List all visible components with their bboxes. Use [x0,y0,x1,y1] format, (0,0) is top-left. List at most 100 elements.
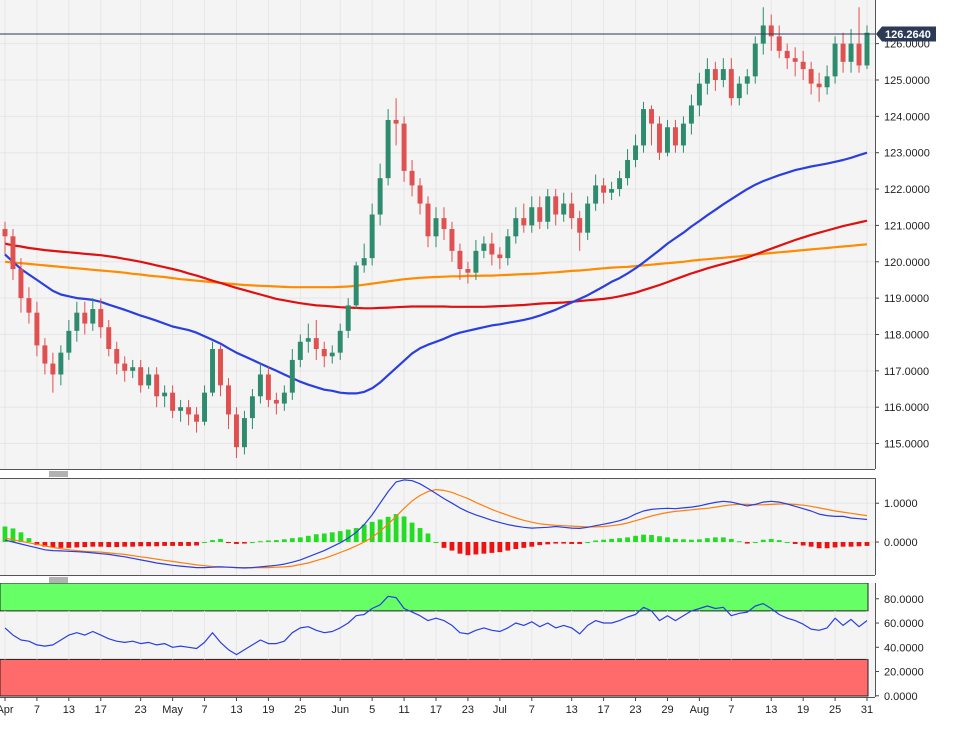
x-tick-label: 13 [230,704,242,716]
price-y-tick-label: 124.0000 [884,111,930,123]
candle-body [593,185,599,204]
candle-body [58,352,64,375]
candle-body [186,407,192,415]
x-tick-label: 17 [95,704,107,716]
rsi-pane: 0.0000 20.0000 40.0000 60.0000 80.0000 Apr 7 13… [0,583,924,716]
macd-histogram-bar [848,542,854,547]
macd-histogram-bar [106,542,112,548]
macd-histogram-bar [728,538,734,543]
pane-separator-handle[interactable] [0,577,953,583]
candle-body [226,385,231,415]
macd-histogram-bar [258,541,263,543]
candle-body [241,418,247,448]
macd-histogram-bar [792,542,798,544]
candle-body [345,305,351,331]
rsi-line [4,595,868,656]
candle-body [657,123,662,153]
macd-histogram-bar [529,542,535,547]
candle-body [2,229,8,237]
price-y-tick-label: 117.0000 [884,366,929,378]
macd-signal-line [4,489,868,569]
candle-body [760,25,766,44]
candle-body [864,32,870,66]
macd-histogram-bar [569,542,575,544]
candle-body [154,374,160,397]
macd-histogram-bar [697,539,702,543]
x-tick-label: Aug [690,704,710,716]
macd-histogram-bar [385,516,391,543]
candle-body [138,367,144,386]
macd-histogram-bar [250,542,255,544]
pane-separator-handle[interactable] [0,470,953,478]
macd-plot-background [0,478,875,575]
macd-histogram-bar [337,531,343,543]
macd-histogram-bar [281,539,287,543]
rsi-y-tick-label: 60.0000 [884,618,924,630]
candle-body [417,185,423,204]
candle-body [26,298,32,313]
macd-histogram-bar [808,542,814,547]
x-tick-label: 11 [398,704,409,716]
macd-histogram-bar [553,542,559,544]
price-y-tick-label: 118.0000 [884,329,929,341]
macd-histogram-bar [122,542,128,547]
macd-histogram-bar [840,542,846,547]
candle-body [585,203,591,233]
macd-histogram-bar [146,542,152,547]
macd-histogram-bar [425,533,431,543]
macd-histogram-bar [218,538,223,543]
candle-body [609,189,615,193]
macd-histogram-bar [369,521,375,543]
candle-body [784,50,790,59]
rsi-y-tick-label: 80.0000 [884,594,924,606]
macd-histogram-bar [609,538,614,543]
candle-body [521,218,527,226]
candle-body [202,392,208,422]
candle-body [90,309,96,324]
macd-histogram-bar [417,528,423,543]
candle-body [106,327,112,350]
candle-body [289,359,295,393]
candle-body [353,265,359,306]
macd-histogram-bar [409,522,415,543]
x-tick-label: 13 [765,704,777,716]
candle-body [848,43,854,62]
price-y-tick-label: 126.0000 [884,39,930,51]
macd-histogram-bar [457,542,463,554]
candle-body [409,170,415,186]
candle-body [313,338,319,350]
candle-body [385,119,391,179]
candle-body [553,196,559,215]
candle-body [297,341,303,360]
macd-histogram-bar [649,535,654,543]
macd-histogram-bar [10,528,16,543]
rsi-y-tick-label: 0.0000 [884,691,918,703]
candle-body [257,374,263,397]
x-tick-label: 19 [262,704,274,716]
macd-histogram-bar [657,536,662,543]
candle-body [561,203,567,215]
price-y-tick-label: 115.0000 [884,439,929,451]
x-tick-label: Jul [493,704,507,716]
macd-histogram-bar [545,542,551,545]
macd-histogram-bar [561,542,567,544]
candle-body [704,69,710,84]
candle-body [481,243,487,251]
x-tick-label: 23 [462,704,474,716]
x-tick-label: 23 [135,704,147,716]
macd-histogram-bar [361,524,367,543]
candle-body [577,218,583,233]
candle-body [497,254,503,259]
macd-histogram-bar [473,542,479,555]
macd-histogram-bar [178,542,183,546]
candle-body [736,83,742,99]
candle-body [649,109,654,124]
x-tick-label: 13 [63,704,75,716]
candle-body [529,207,535,226]
candle-body [130,367,136,371]
x-tick-label: 25 [294,704,306,716]
macd-histogram-bar [234,542,239,544]
candle-body [170,392,176,411]
candle-body [194,414,200,422]
candle-body [210,349,215,393]
